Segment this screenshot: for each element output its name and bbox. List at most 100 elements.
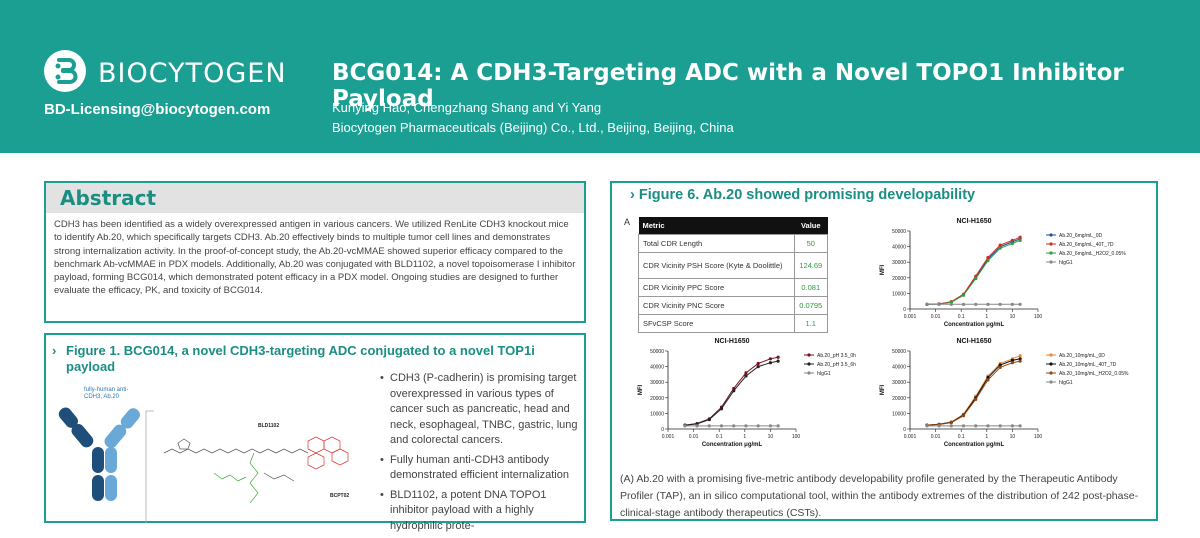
antibody-icon bbox=[58, 407, 140, 501]
data-point bbox=[961, 414, 966, 418]
data-point bbox=[949, 302, 953, 306]
poster-title: BCG014: A CDH3-Targeting ADC with a Nove… bbox=[332, 60, 1124, 112]
data-point bbox=[998, 363, 1002, 367]
legend-marker bbox=[1049, 251, 1053, 255]
poster-header: BIOCYTOGEN BD-Licensing@biocytogen.com B… bbox=[0, 0, 1200, 153]
figure1-bullet-list: CDH3 (P-cadherin) is promising target ov… bbox=[380, 371, 580, 538]
data-point bbox=[768, 357, 772, 361]
data-point bbox=[707, 418, 711, 422]
metric-cell: CDR Vicinity PNC Score bbox=[638, 296, 795, 315]
legend-marker bbox=[1049, 233, 1053, 237]
data-point bbox=[986, 378, 990, 382]
panel-a-label: A bbox=[624, 217, 631, 227]
y-tick-label: 40000 bbox=[650, 365, 664, 371]
value-cell: 50 bbox=[793, 234, 829, 253]
legend-marker bbox=[807, 353, 811, 357]
bcpt02-label: BCPT02 bbox=[330, 493, 350, 499]
chart-title: NCI-H1650 bbox=[714, 338, 749, 345]
data-point bbox=[756, 424, 760, 428]
legend-marker bbox=[1049, 380, 1053, 384]
series-line bbox=[926, 239, 1021, 305]
x-axis-label: Concentration μg/mL bbox=[702, 442, 763, 448]
x-tick-label: 100 bbox=[792, 434, 801, 440]
metric-cell: SFvCSP Score bbox=[638, 314, 795, 333]
data-point bbox=[986, 302, 990, 306]
chart-title: NCI-H1650 bbox=[956, 218, 991, 225]
data-point bbox=[961, 293, 966, 297]
metric-cell: Total CDR Length bbox=[638, 234, 795, 253]
y-tick-label: 50000 bbox=[892, 349, 906, 355]
biocytogen-logo-icon bbox=[44, 50, 86, 92]
y-tick-label: 20000 bbox=[892, 276, 906, 282]
x-tick-label: 10 bbox=[1010, 434, 1016, 440]
legend-label: Ab.20_10mg/mL_0D bbox=[1059, 353, 1105, 359]
y-tick-label: 10000 bbox=[892, 291, 906, 297]
data-point bbox=[719, 424, 724, 428]
y-tick-label: 0 bbox=[661, 427, 664, 433]
data-point bbox=[925, 424, 929, 428]
data-point bbox=[986, 259, 990, 263]
x-tick-label: 10 bbox=[1010, 314, 1016, 320]
data-point bbox=[986, 424, 990, 428]
metric-cell: CDR Vicinity PSH Score (Kyte & Doolittle… bbox=[638, 252, 795, 279]
data-point bbox=[732, 389, 736, 393]
data-point bbox=[1010, 238, 1014, 242]
data-point bbox=[974, 302, 978, 306]
data-point bbox=[1018, 424, 1022, 428]
figure1-section: › Figure 1. BCG014, a novel CDH3-targeti… bbox=[44, 333, 586, 532]
legend-label: Ab.20_pH 3.5_0h bbox=[817, 353, 856, 359]
legend-marker bbox=[1049, 260, 1053, 264]
y-tick-label: 30000 bbox=[892, 380, 906, 386]
x-tick-label: 0.001 bbox=[904, 314, 917, 320]
bullet-item: Fully human anti-CDH3 antibody demonstra… bbox=[380, 453, 580, 484]
x-tick-label: 100 bbox=[1034, 314, 1043, 320]
data-point bbox=[998, 365, 1002, 369]
antibody-label: fully-human anti-CDH3, Ab.20 bbox=[84, 387, 129, 400]
legend-marker bbox=[1049, 353, 1053, 357]
data-point bbox=[744, 371, 748, 375]
data-point bbox=[974, 424, 978, 428]
data-point bbox=[732, 424, 736, 428]
data-point bbox=[937, 302, 941, 306]
developability-table: Metric Value Total CDR Length 50 CDR Vic… bbox=[638, 217, 829, 333]
abstract-text: CDH3 has been identified as a widely ove… bbox=[54, 219, 576, 297]
abstract-section: Abstract CDH3 has been identified as a w… bbox=[44, 181, 586, 323]
x-axis-label: Concentration μg/mL bbox=[944, 442, 1005, 448]
data-point bbox=[707, 424, 711, 428]
y-axis-label: MFI bbox=[880, 385, 886, 396]
logo-wordmark: BIOCYTOGEN bbox=[98, 58, 287, 89]
legend-marker bbox=[1049, 242, 1053, 246]
x-tick-label: 0.001 bbox=[904, 434, 917, 440]
table-header-metric: Metric bbox=[638, 217, 795, 235]
y-tick-label: 10000 bbox=[892, 411, 906, 417]
data-point bbox=[744, 374, 748, 378]
series-line bbox=[926, 238, 1021, 305]
data-point bbox=[1018, 354, 1022, 358]
data-point bbox=[986, 375, 990, 380]
bullet-item: CDH3 (P-cadherin) is promising target ov… bbox=[380, 371, 580, 449]
data-point bbox=[1010, 302, 1014, 306]
chart-panel-b: BNCI-H1650010000200003000040000500000.00… bbox=[880, 218, 1126, 328]
series-line bbox=[926, 358, 1021, 426]
figure6-caption: (A) Ab.20 with a promising five-metric a… bbox=[620, 473, 1139, 519]
table-row: CDR Vicinity PNC Score 0.0795 bbox=[638, 296, 829, 315]
legend-label: hIgG1 bbox=[1059, 380, 1073, 386]
metric-cell: CDR Vicinity PPC Score bbox=[638, 278, 795, 297]
table-row: SFvCSP Score 1.1 bbox=[638, 314, 829, 333]
data-point bbox=[998, 243, 1002, 247]
table-row: Total CDR Length 50 bbox=[638, 234, 829, 253]
legend-marker bbox=[1049, 362, 1053, 366]
contact-email[interactable]: BD-Licensing@biocytogen.com bbox=[44, 101, 271, 118]
x-tick-label: 1 bbox=[743, 434, 746, 440]
data-point bbox=[1010, 241, 1014, 246]
adc-structure-diagram bbox=[58, 407, 349, 523]
y-tick-label: 30000 bbox=[650, 380, 664, 386]
legend-label: hIgG1 bbox=[1059, 260, 1073, 266]
data-point bbox=[1010, 361, 1014, 365]
y-tick-label: 30000 bbox=[892, 260, 906, 266]
data-point bbox=[768, 361, 772, 365]
legend-label: Ab.20_6mg/mL_0D bbox=[1059, 233, 1102, 239]
data-point bbox=[756, 365, 760, 369]
data-point bbox=[1018, 238, 1022, 242]
figure1-heading-wrap: › Figure 1. BCG014, a novel CDH3-targeti… bbox=[52, 343, 572, 375]
